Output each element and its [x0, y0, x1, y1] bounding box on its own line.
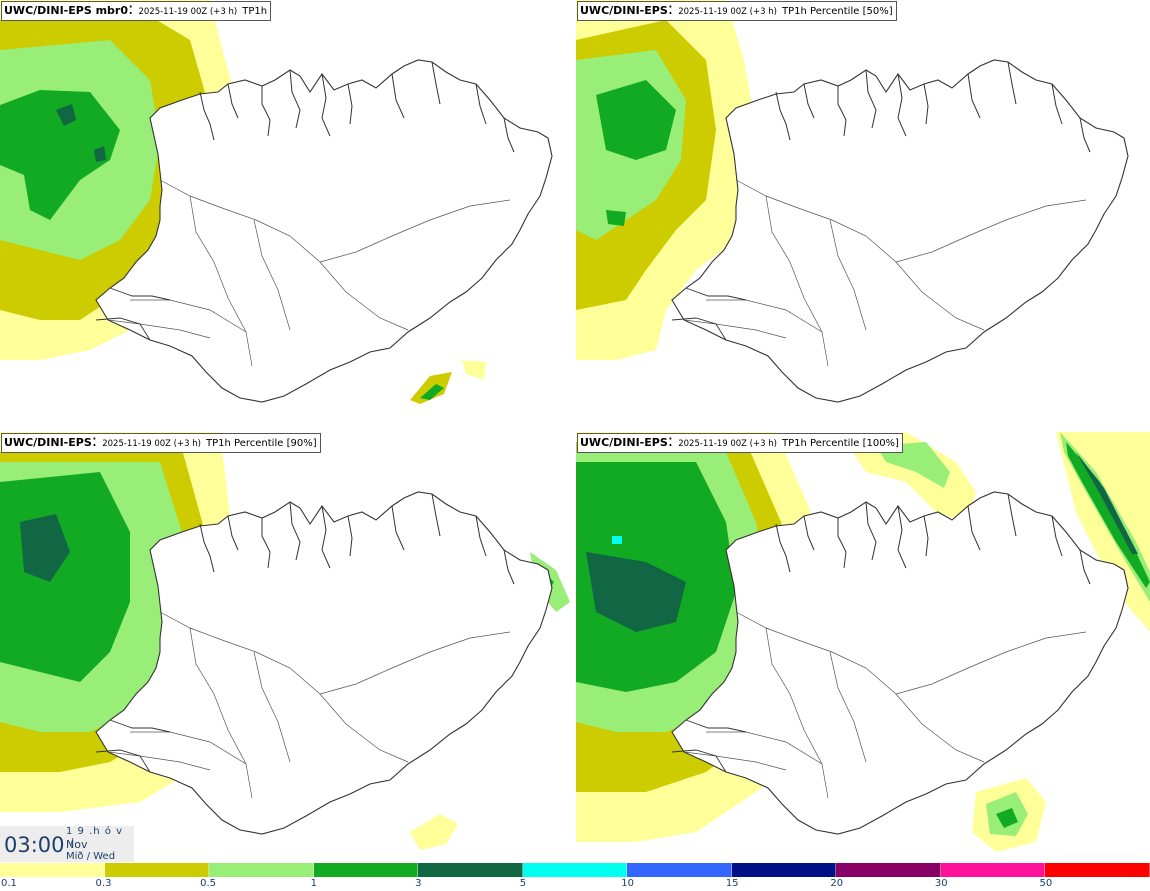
legend-tick-label: 1 — [310, 878, 317, 889]
panel-title: UWC/DINI-EPS: 2025-11-19 00Z (+3 h) TP1h… — [577, 1, 897, 21]
param-label: TP1h — [242, 6, 268, 17]
model-label: UWC/DINI-EPS — [580, 4, 668, 17]
legend-color-bar — [0, 863, 1150, 877]
valid-time-clock: 03:00 — [4, 833, 65, 857]
panel-title: UWC/DINI-EPS: 2025-11-19 00Z (+3 h) TP1h… — [577, 433, 903, 453]
model-label: UWC/DINI-EPS — [4, 436, 92, 449]
legend-tick-label: 0.3 — [95, 878, 112, 889]
legend-tick-label: 50 — [1039, 878, 1053, 889]
panel-title: UWC/DINI-EPS mbr0: 2025-11-19 00Z (+3 h)… — [1, 1, 272, 21]
legend-tick-label: 0.1 — [1, 878, 17, 889]
precip-legend: 0.1 0.3 0.5 1 3 5 10 15 20 30 50 — [0, 862, 1150, 891]
panel-p50: UWC/DINI-EPS: 2025-11-19 00Z (+3 h) TP1h… — [576, 0, 1150, 430]
valid-time-weekday: Mið / Wed — [66, 851, 116, 862]
run-label: 2025-11-19 00Z (+3 h) — [678, 7, 777, 17]
legend-swatch — [627, 863, 732, 877]
param-label: TP1h Percentile [90%] — [206, 438, 317, 449]
run-label: 2025-11-19 00Z (+3 h) — [138, 7, 238, 17]
legend-tick-label: 30 — [934, 878, 948, 889]
legend-swatch — [418, 863, 523, 877]
legend-swatch — [1045, 863, 1150, 877]
precip-dark-green — [56, 104, 106, 162]
legend-tick-label: 15 — [725, 878, 739, 889]
precip-map — [0, 432, 570, 850]
model-label: UWC/DINI-EPS — [580, 436, 668, 449]
run-label: 2025-11-19 00Z (+3 h) — [678, 439, 777, 449]
panel-title: UWC/DINI-EPS: 2025-11-19 00Z (+3 h) TP1h… — [1, 433, 321, 453]
precip-map — [576, 0, 1129, 403]
param-label: TP1h Percentile [100%] — [782, 438, 899, 449]
legend-swatch — [0, 863, 105, 877]
valid-time-box: 03:00 1 9 .h ó v ./ Nov Mið / Wed — [0, 826, 134, 862]
legend-swatch — [313, 863, 419, 877]
legend-swatch — [940, 863, 1046, 877]
legend-swatch — [731, 863, 837, 877]
legend-tick-label: 0.5 — [200, 878, 216, 889]
precip-map — [0, 0, 553, 404]
param-label: TP1h Percentile [50%] — [782, 6, 893, 17]
model-label: UWC/DINI-EPS mbr0 — [4, 4, 128, 17]
valid-time-month: Nov — [66, 838, 88, 851]
panel-p90: UWC/DINI-EPS: 2025-11-19 00Z (+3 h) TP1h… — [0, 432, 574, 862]
legend-swatch — [209, 863, 314, 877]
precip-green — [0, 90, 120, 220]
legend-swatch — [104, 863, 210, 877]
legend-tick-label: 20 — [830, 878, 844, 889]
legend-tick-label: 5 — [519, 878, 527, 889]
run-label: 2025-11-19 00Z (+3 h) — [102, 439, 201, 449]
legend-swatch — [836, 863, 941, 877]
valid-time-day: 1 9 .h ó v ./ — [66, 826, 123, 848]
panel-p100: UWC/DINI-EPS: 2025-11-19 00Z (+3 h) TP1h… — [576, 432, 1150, 862]
legend-tick-label: 10 — [621, 878, 634, 889]
legend-tick-label: 3 — [415, 878, 422, 889]
precip-map — [576, 432, 1150, 852]
legend-swatch — [522, 863, 628, 877]
panel-mbr0: UWC/DINI-EPS mbr0: 2025-11-19 00Z (+3 h)… — [0, 0, 574, 430]
